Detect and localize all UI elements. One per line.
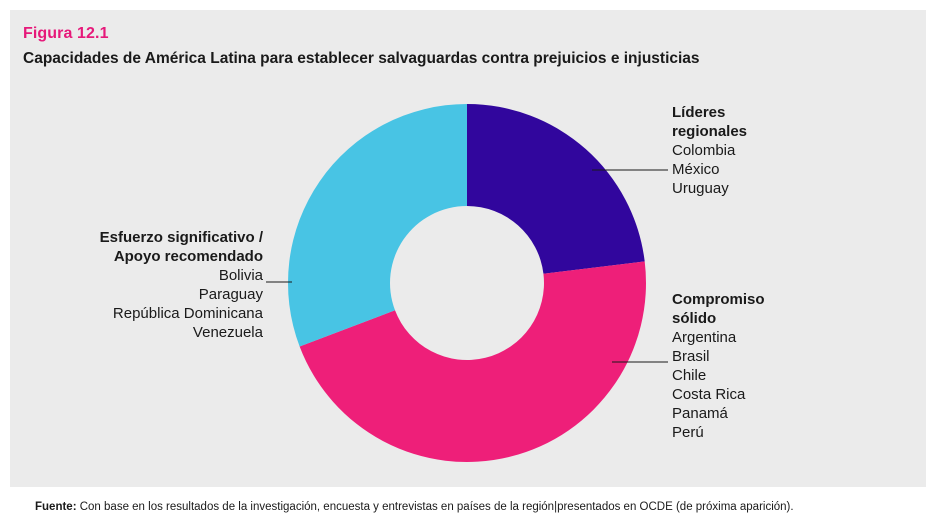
donut-slice [467,104,645,274]
country-name: República Dominicana [112,305,263,322]
label-head: Líderes [672,104,726,121]
country-name: Perú [672,424,704,441]
source-label: Fuente: [35,501,77,513]
figure-title: Capacidades de América Latina para estab… [23,50,700,67]
label-esfuerzo-significativo: Esfuerzo significativo / Apoyo recomenda… [100,228,263,342]
donut-slice [288,104,467,347]
country-name: Paraguay [198,286,263,303]
country-name: Colombia [672,142,736,159]
source-text: Con base en los resultados de la investi… [79,501,794,513]
country-name: Argentina [672,329,737,346]
country-name: Uruguay [672,180,729,197]
source-note: Fuente: Con base en los resultados de la… [35,501,794,513]
country-name: Venezuela [192,324,263,341]
country-name: México [672,161,720,178]
label-head: sólido [672,310,717,327]
country-name: Chile [672,367,707,384]
label-head: Apoyo recomendado [113,248,263,265]
label-compromiso-solido: Compromiso sólido Argentina Brasil Chile… [672,290,765,442]
label-lideres-regionales: Líderes regionales Colombia México Urugu… [672,103,747,198]
country-name: Costa Rica [672,386,746,403]
label-head: Esfuerzo significativo / [99,229,263,246]
label-head: Compromiso [672,291,765,308]
country-name: Panamá [672,405,728,422]
donut-slice [299,261,646,463]
label-head: regionales [672,123,748,140]
figure-label: Figura 12.1 [23,25,109,42]
country-name: Brasil [672,348,710,365]
country-name: Bolivia [218,267,263,284]
